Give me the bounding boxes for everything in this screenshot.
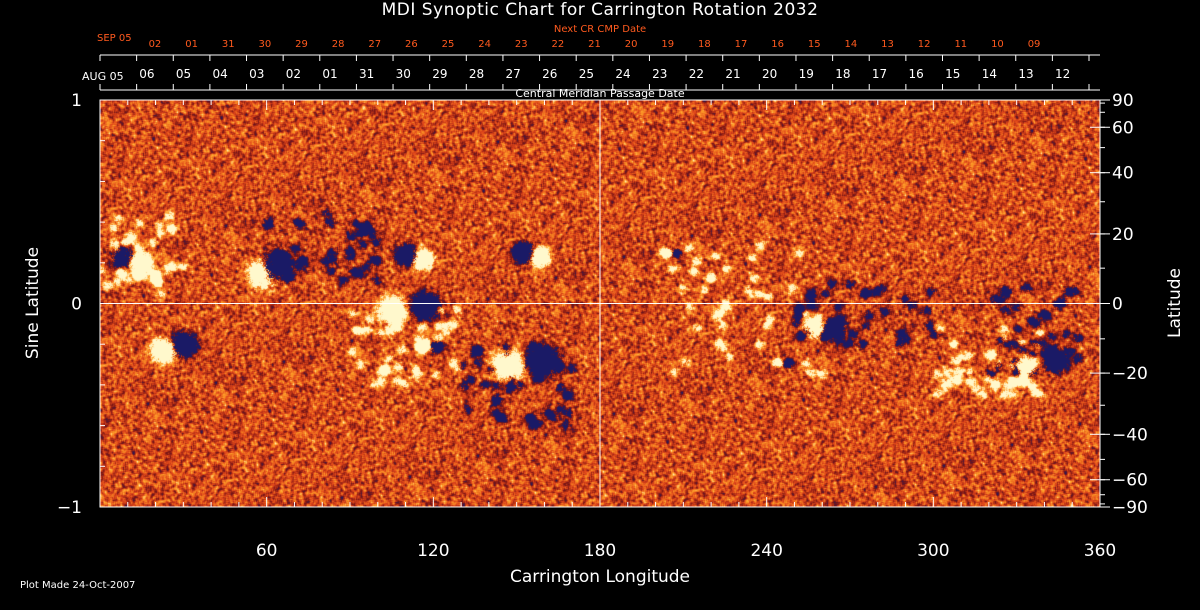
- x-tick-label: 360: [1084, 541, 1116, 561]
- next-cmp-tick-label: 27: [368, 39, 381, 50]
- cmp-tick-label: 06: [139, 67, 154, 81]
- cmp-tick-label: 16: [908, 67, 923, 81]
- cmp-tick-label: 18: [835, 67, 850, 81]
- next-cmp-tick-label: 29: [295, 39, 308, 50]
- y2-tick-label: 0: [1112, 295, 1123, 315]
- y2-tick-label: 90: [1112, 91, 1134, 111]
- cmp-tick-label: 28: [469, 67, 484, 81]
- plot-made-note: Plot Made 24-Oct-2007: [20, 580, 136, 591]
- next-cmp-tick-label: 25: [442, 39, 455, 50]
- cmp-tick-label: 01: [322, 67, 337, 81]
- next-cmp-axis-label: Next CR CMP Date: [554, 24, 646, 35]
- cmp-tick-label: 26: [542, 67, 557, 81]
- cmp-start-label: AUG 05: [82, 70, 124, 83]
- y-tick-label: 1: [71, 91, 82, 111]
- y-tick-label: 0: [71, 295, 82, 315]
- next-cmp-tick-label: 19: [661, 39, 674, 50]
- y2-tick-label: −20: [1112, 364, 1148, 384]
- cmp-tick-label: 31: [359, 67, 374, 81]
- next-cmp-tick-label: 31: [222, 39, 235, 50]
- next-cmp-start-label: SEP 05: [97, 33, 132, 44]
- next-cmp-tick-label: 28: [332, 39, 345, 50]
- next-cmp-tick-label: 12: [918, 39, 931, 50]
- cmp-axis-label: Central Meridian Passage Date: [515, 87, 684, 100]
- cmp-tick-label: 21: [725, 67, 740, 81]
- chart-title: MDI Synoptic Chart for Carrington Rotati…: [381, 0, 819, 20]
- cmp-tick-label: 25: [579, 67, 594, 81]
- next-cmp-tick-label: 16: [771, 39, 784, 50]
- y2-tick-label: −60: [1112, 471, 1148, 491]
- next-cmp-tick-label: 30: [258, 39, 271, 50]
- cmp-tick-label: 24: [615, 67, 630, 81]
- cmp-tick-label: 13: [1018, 67, 1033, 81]
- cmp-tick-label: 30: [396, 67, 411, 81]
- y2-tick-label: −90: [1112, 498, 1148, 518]
- x-tick-label: 300: [917, 541, 949, 561]
- next-cmp-tick-label: 26: [405, 39, 418, 50]
- next-cmp-tick-label: 23: [515, 39, 528, 50]
- chart-axes: 60 120 180 240 300 360 1 0 −1 90 60 40 20 0 −20 −40 −60 −…: [57, 91, 1148, 561]
- y2-tick-label: −40: [1112, 425, 1148, 445]
- cmp-tick-label: 17: [872, 67, 887, 81]
- cmp-tick-label: 05: [176, 67, 191, 81]
- cmp-tick-label: 14: [982, 67, 997, 81]
- next-cmp-tick-label: 17: [735, 39, 748, 50]
- cmp-tick-label: 22: [689, 67, 704, 81]
- cmp-tick-label: 02: [286, 67, 301, 81]
- x-tick-label: 240: [750, 541, 782, 561]
- date-axes: 02 01 31 30 29 28 27 26 25 24 23 22 21 20 19 18 17 16 15 14…: [99, 39, 1100, 91]
- cmp-tick-label: 27: [506, 67, 521, 81]
- next-cmp-tick-label: 24: [478, 39, 491, 50]
- y2-tick-label: 20: [1112, 225, 1134, 245]
- y2-tick-label: 40: [1112, 164, 1134, 184]
- x-tick-label: 60: [256, 541, 278, 561]
- cmp-tick-label: 20: [762, 67, 777, 81]
- next-cmp-tick-label: 14: [845, 39, 858, 50]
- next-cmp-tick-label: 09: [1028, 39, 1041, 50]
- y-axis-label: Sine Latitude: [23, 247, 43, 359]
- chart-grid: [100, 100, 1100, 507]
- y-tick-label: −1: [57, 498, 82, 518]
- x-tick-label: 180: [584, 541, 616, 561]
- x-tick-label: 120: [417, 541, 449, 561]
- next-cmp-tick-label: 15: [808, 39, 821, 50]
- next-cmp-tick-label: 10: [991, 39, 1004, 50]
- axis-labels: Carrington Longitude Sine Latitude Latit…: [23, 24, 1185, 587]
- next-cmp-tick-label: 20: [625, 39, 638, 50]
- y2-axis-label: Latitude: [1165, 268, 1185, 338]
- y2-tick-label: 60: [1112, 118, 1134, 138]
- next-cmp-tick-label: 21: [588, 39, 601, 50]
- x-axis-label: Carrington Longitude: [510, 567, 690, 587]
- cmp-tick-label: 04: [213, 67, 228, 81]
- next-cmp-tick-label: 11: [954, 39, 967, 50]
- cmp-tick-label: 29: [432, 67, 447, 81]
- next-cmp-tick-label: 13: [881, 39, 894, 50]
- cmp-tick-label: 12: [1055, 67, 1070, 81]
- next-cmp-tick-label: 18: [698, 39, 711, 50]
- cmp-tick-label: 03: [249, 67, 264, 81]
- next-cmp-tick-label: 02: [149, 39, 162, 50]
- cmp-tick-label: 23: [652, 67, 667, 81]
- next-cmp-tick-label: 01: [185, 39, 198, 50]
- cmp-tick-label: 19: [799, 67, 814, 81]
- next-cmp-tick-label: 22: [552, 39, 565, 50]
- cmp-tick-label: 15: [945, 67, 960, 81]
